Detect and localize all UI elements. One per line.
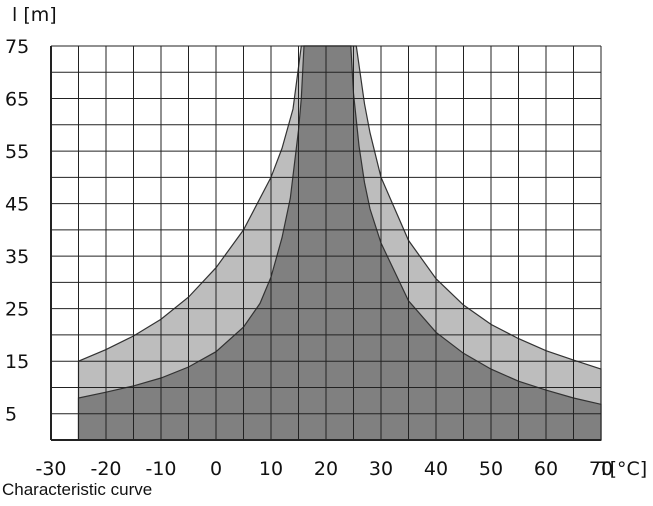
- chart-caption: Characteristic curve: [2, 480, 153, 499]
- y-tick-labels: 5 15 25 35 45 55 65 75: [5, 36, 29, 426]
- x-tick-label: 50: [479, 458, 503, 480]
- y-tick-label: 45: [5, 194, 29, 216]
- x-tick-label: 10: [259, 458, 283, 480]
- y-tick-label: 25: [5, 299, 29, 321]
- y-tick-label: 35: [5, 246, 29, 268]
- y-tick-label: 75: [5, 36, 29, 58]
- x-tick-label: -30: [35, 458, 66, 480]
- x-tick-label: 20: [314, 458, 338, 480]
- characteristic-chart: -30 -20 -10 0 10 20 30 40 50 60 70 5 15 25 35 45 55 65 75…: [5, 4, 647, 480]
- x-axis-title: T[°C]: [597, 458, 647, 480]
- x-tick-labels: -30 -20 -10 0 10 20 30 40 50 60 70: [35, 458, 613, 480]
- y-tick-label: 5: [5, 404, 17, 426]
- x-tick-label: 30: [369, 458, 393, 480]
- chart-grid: [50, 45, 602, 441]
- y-tick-label: 55: [5, 141, 29, 163]
- chart-areas: [77, 45, 602, 441]
- x-tick-label: -10: [145, 458, 176, 480]
- y-axis-title: l [m]: [12, 4, 57, 26]
- x-tick-label: 40: [424, 458, 448, 480]
- x-tick-label: 0: [210, 458, 222, 480]
- y-tick-label: 65: [5, 89, 29, 111]
- x-tick-label: 60: [534, 458, 558, 480]
- y-tick-label: 15: [5, 351, 29, 373]
- x-tick-label: -20: [90, 458, 121, 480]
- x-tick-label: 70: [589, 458, 613, 480]
